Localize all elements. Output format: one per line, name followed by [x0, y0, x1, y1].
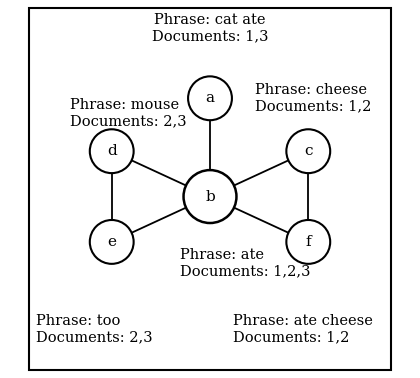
Text: a: a	[205, 91, 215, 105]
Circle shape	[286, 220, 330, 264]
Text: Phrase: cheese
Documents: 1,2: Phrase: cheese Documents: 1,2	[255, 83, 372, 113]
Text: b: b	[205, 189, 215, 204]
Text: Phrase: cat ate
Documents: 1,3: Phrase: cat ate Documents: 1,3	[152, 13, 268, 43]
Circle shape	[188, 76, 232, 120]
Circle shape	[184, 170, 236, 223]
Text: Phrase: ate
Documents: 1,2,3: Phrase: ate Documents: 1,2,3	[180, 248, 310, 278]
Circle shape	[286, 129, 330, 173]
Circle shape	[90, 220, 134, 264]
Text: d: d	[107, 144, 117, 158]
Circle shape	[90, 129, 134, 173]
Text: c: c	[304, 144, 312, 158]
Text: f: f	[305, 235, 311, 249]
Text: Phrase: too
Documents: 2,3: Phrase: too Documents: 2,3	[36, 314, 153, 344]
Text: e: e	[107, 235, 116, 249]
Text: Phrase: ate cheese
Documents: 1,2: Phrase: ate cheese Documents: 1,2	[233, 314, 373, 344]
Text: Phrase: mouse
Documents: 2,3: Phrase: mouse Documents: 2,3	[70, 98, 187, 129]
